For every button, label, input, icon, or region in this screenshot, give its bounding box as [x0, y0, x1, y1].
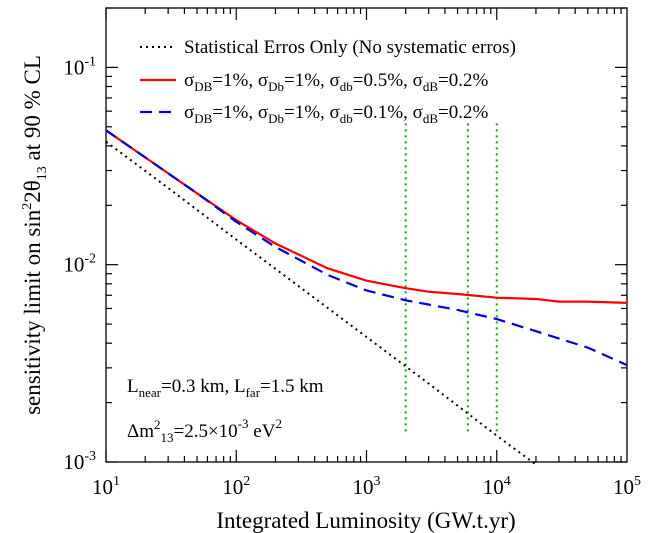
legend-subscript: Db [268, 79, 284, 94]
legend-sigma: σ [258, 70, 268, 91]
y-tick-label: 10-3 [63, 449, 96, 474]
legend-sigma: σ [330, 70, 340, 91]
series-line [105, 129, 628, 367]
legend: Statistical Erros Only (No systematic er… [140, 37, 516, 126]
legend-subscript: DB [194, 111, 212, 126]
legend-value: =1%, [284, 102, 330, 123]
legend-value: =0.1%, [353, 102, 413, 123]
legend-value: =0.2% [438, 102, 488, 123]
legend-label: σDB=1%, σDb=1%, σdb=0.1%, σdB=0.2% [184, 102, 488, 126]
annotation-symbol: L [234, 376, 246, 397]
x-tick-label: 105 [613, 474, 641, 499]
legend-subscript: DB [194, 79, 212, 94]
legend-subscript: db [340, 111, 353, 126]
y-tick-label-base: 10 [63, 253, 84, 277]
legend-sigma: σ [413, 102, 423, 123]
x-tick-label-exp: 5 [634, 474, 641, 489]
y-axis-title-suffix: at 90 % CL [20, 55, 45, 166]
legend-label: σDB=1%, σDb=1%, σdb=0.5%, σdB=0.2% [184, 70, 488, 94]
x-tick-label-base: 10 [222, 475, 243, 499]
x-tick-label-base: 10 [483, 475, 504, 499]
legend-sigma: σ [413, 70, 423, 91]
legend-subscript: dB [423, 111, 439, 126]
annotation-unit: eV [249, 421, 276, 442]
annotation-symbol: Δm [127, 421, 154, 442]
x-tick-label-exp: 4 [504, 474, 511, 489]
annotation-baselines: Lnear=0.3 km, Lfar=1.5 km [127, 376, 324, 400]
annotation-subscript: far [246, 385, 261, 400]
x-tick-label: 104 [483, 474, 511, 499]
annotations: Lnear=0.3 km, Lfar=1.5 km Δm213=2.5×10-3 … [127, 376, 324, 445]
legend-sigma: σ [330, 102, 340, 123]
y-tick-label-exp: -3 [84, 449, 96, 464]
vertical-markers [404, 123, 498, 434]
x-tick-label-exp: 1 [113, 474, 120, 489]
series-line [105, 129, 628, 304]
x-tick-label: 101 [92, 474, 120, 499]
y-tick-label-exp: -2 [84, 252, 96, 267]
x-tick-label-base: 10 [92, 475, 113, 499]
y-tick-label-base: 10 [63, 55, 84, 79]
y-tick-label-exp: -1 [84, 54, 96, 69]
series-line [105, 140, 537, 466]
annotation-exponent: -3 [238, 416, 249, 431]
annotation-mass-splitting: Δm213=2.5×10-3 eV2 [127, 416, 282, 445]
legend-subscript: db [340, 79, 353, 94]
annotation-value: =1.5 km [260, 376, 324, 397]
x-tick-label-base: 10 [353, 475, 374, 499]
legend-value: =0.5%, [353, 70, 413, 91]
x-tick-label: 103 [353, 474, 381, 499]
x-tick-label-base: 10 [613, 475, 634, 499]
legend-subscript: Db [268, 111, 284, 126]
legend-value: =0.2% [438, 70, 488, 91]
annotation-subscript: 13 [161, 430, 174, 445]
legend-label-text: Statistical Erros Only (No systematic er… [184, 37, 516, 58]
legend-sigma: σ [184, 70, 194, 91]
legend-subscript: dB [423, 79, 439, 94]
y-axis-title-mid: 2θ [20, 180, 45, 203]
annotation-value: =2.5×10 [174, 421, 238, 442]
series-lines [105, 129, 628, 466]
annotation-symbol: L [127, 376, 139, 397]
y-tick-label: 10-2 [63, 252, 96, 277]
annotation-value: =0.3 km, [161, 376, 234, 397]
legend-value: =1%, [212, 102, 258, 123]
y-axis-title-sub: 13 [35, 166, 50, 180]
legend-label: Statistical Erros Only (No systematic er… [184, 37, 516, 58]
x-tick-label-exp: 2 [243, 474, 250, 489]
x-axis-title: Integrated Luminosity (GW.t.yr) [216, 508, 515, 533]
y-axis-title: sensitivity limit on sin22θ13 at 90 % CL [20, 55, 50, 415]
x-tick-label: 102 [222, 474, 250, 499]
legend-value: =1%, [212, 70, 258, 91]
annotation-subscript: near [139, 385, 162, 400]
x-tick-label-exp: 3 [374, 474, 381, 489]
legend-value: =1%, [284, 70, 330, 91]
legend-sigma: σ [258, 102, 268, 123]
annotation-unit-exponent: 2 [275, 416, 282, 431]
y-axis-title-sup: 2 [20, 203, 35, 210]
annotation-superscript: 2 [154, 417, 161, 432]
y-tick-label: 10-1 [63, 54, 96, 79]
legend-sigma: σ [184, 102, 194, 123]
y-tick-label-base: 10 [63, 450, 84, 474]
y-axis-title-prefix: sensitivity limit on sin [20, 209, 45, 415]
